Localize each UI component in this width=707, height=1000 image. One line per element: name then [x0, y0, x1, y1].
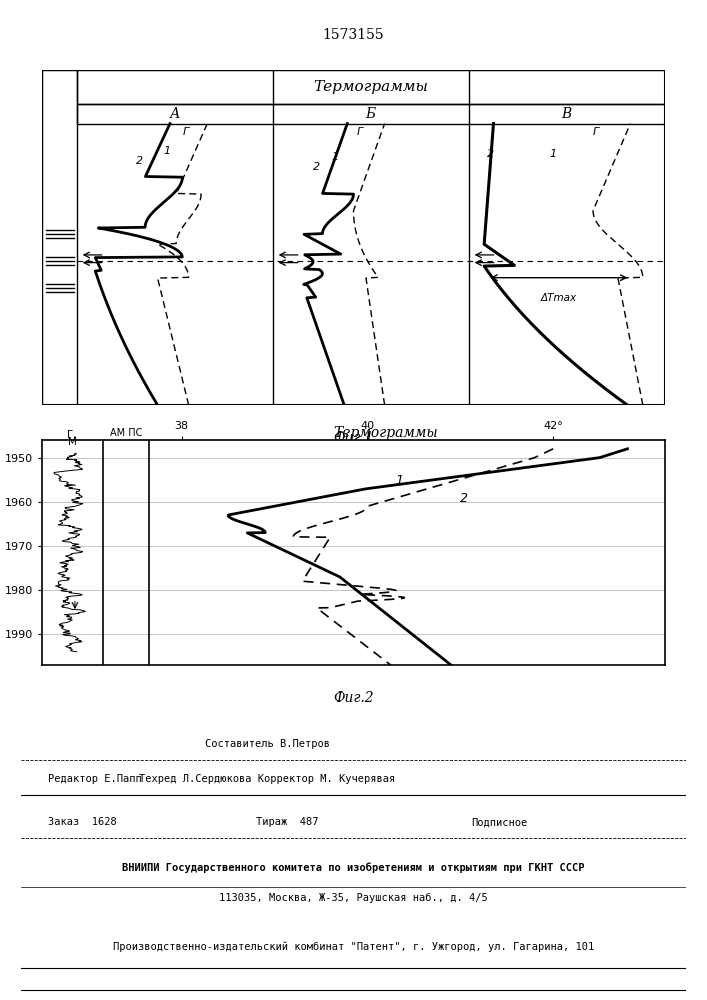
- Text: ВНИИПИ Государственного комитета по изобретениям и открытиям при ГКНТ СССР: ВНИИПИ Государственного комитета по изоб…: [122, 863, 585, 873]
- Text: 1: 1: [549, 149, 556, 159]
- Text: 1: 1: [332, 152, 339, 162]
- Text: Г: Г: [182, 127, 189, 137]
- Text: Г,: Г,: [67, 430, 77, 440]
- Text: Б: Б: [366, 107, 375, 121]
- Text: 2: 2: [487, 149, 494, 159]
- Text: 2: 2: [136, 156, 143, 166]
- Text: 1: 1: [395, 474, 403, 487]
- Text: 113035, Москва, Ж-35, Раушская наб., д. 4/5: 113035, Москва, Ж-35, Раушская наб., д. …: [219, 893, 488, 903]
- Text: Термограммы: Термограммы: [313, 80, 428, 94]
- Text: Фиг.2: Фиг.2: [333, 691, 374, 705]
- Text: А: А: [170, 107, 180, 121]
- Bar: [42, 70, 76, 405]
- Text: 1573155: 1573155: [322, 28, 385, 42]
- Text: ΔТmax: ΔТmax: [541, 293, 577, 303]
- Text: Тираж  487: Тираж 487: [256, 817, 318, 827]
- Text: Г: Г: [593, 127, 600, 137]
- Text: М: М: [68, 437, 76, 447]
- Text: Редактор Е.Папп: Редактор Е.Папп: [48, 774, 141, 784]
- Text: Термограммы: Термограммы: [334, 426, 438, 440]
- Text: Производственно-издательский комбинат "Патент", г. Ужгород, ул. Гагарина, 101: Производственно-издательский комбинат "П…: [113, 941, 594, 952]
- Text: Составитель В.Петров: Составитель В.Петров: [204, 739, 329, 749]
- Text: Техред Л.Сердюкова Корректор М. Кучерявая: Техред Л.Сердюкова Корректор М. Кучерява…: [139, 774, 395, 784]
- Text: Подписное: Подписное: [472, 817, 528, 827]
- Bar: [76, 104, 665, 124]
- Text: В: В: [561, 107, 572, 121]
- Text: АМ ПС: АМ ПС: [110, 428, 142, 438]
- Text: Г: Г: [356, 127, 363, 137]
- Text: Заказ  1628: Заказ 1628: [48, 817, 117, 827]
- Bar: [76, 70, 665, 104]
- Text: 2: 2: [313, 162, 320, 172]
- Text: Фиг.1: Фиг.1: [333, 431, 374, 445]
- Text: 2: 2: [460, 492, 468, 505]
- Text: 1: 1: [164, 146, 171, 156]
